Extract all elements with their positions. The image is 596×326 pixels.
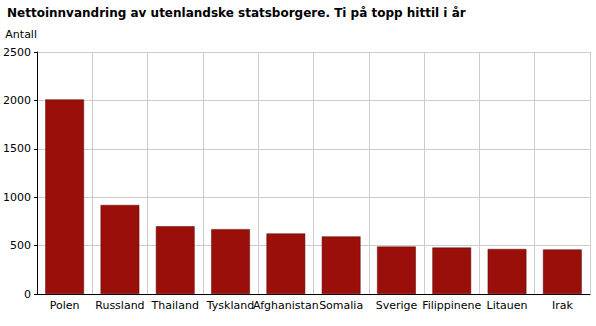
svg-text:2000: 2000 xyxy=(3,94,31,107)
svg-text:Polen: Polen xyxy=(50,299,80,312)
svg-text:Irak: Irak xyxy=(552,299,574,312)
svg-text:500: 500 xyxy=(10,239,31,252)
svg-text:Somalia: Somalia xyxy=(319,299,363,312)
svg-text:0: 0 xyxy=(24,288,31,301)
svg-text:Nettoinnvandring av utenlandsk: Nettoinnvandring av utenlandske statsbor… xyxy=(7,6,466,20)
svg-text:Thailand: Thailand xyxy=(151,299,199,312)
svg-text:Russland: Russland xyxy=(95,299,144,312)
svg-text:Afghanistan: Afghanistan xyxy=(253,299,319,312)
svg-text:Tyskland: Tyskland xyxy=(206,299,254,312)
svg-text:Litauen: Litauen xyxy=(487,299,528,312)
svg-text:1000: 1000 xyxy=(3,191,31,204)
svg-text:Sverige: Sverige xyxy=(376,299,418,312)
svg-text:Antall: Antall xyxy=(5,28,37,41)
svg-text:1500: 1500 xyxy=(3,142,31,155)
svg-text:Filippinene: Filippinene xyxy=(422,299,481,312)
svg-text:2500: 2500 xyxy=(3,46,31,59)
